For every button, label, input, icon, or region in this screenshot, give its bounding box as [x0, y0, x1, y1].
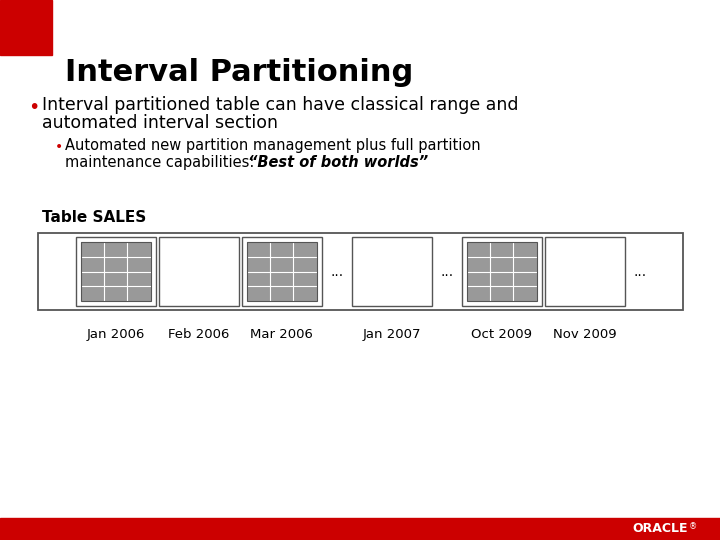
- Bar: [76, 237, 156, 306]
- Text: ®: ®: [689, 523, 697, 531]
- Text: Feb 2006: Feb 2006: [168, 328, 229, 341]
- Text: Oct 2009: Oct 2009: [471, 328, 532, 341]
- Text: Interval Partitioning: Interval Partitioning: [65, 58, 413, 87]
- Text: Jan 2006: Jan 2006: [86, 328, 145, 341]
- Text: automated interval section: automated interval section: [42, 114, 278, 132]
- Text: ...: ...: [441, 265, 454, 279]
- Text: “Best of both worlds”: “Best of both worlds”: [248, 155, 428, 170]
- Text: Mar 2006: Mar 2006: [250, 328, 313, 341]
- Bar: [158, 237, 238, 306]
- Text: ORACLE: ORACLE: [632, 523, 688, 536]
- Text: Jan 2007: Jan 2007: [362, 328, 420, 341]
- Bar: [38, 233, 683, 310]
- Bar: [241, 237, 322, 306]
- Text: ...: ...: [634, 265, 647, 279]
- Bar: [81, 242, 150, 301]
- Text: Interval partitioned table can have classical range and: Interval partitioned table can have clas…: [42, 96, 518, 114]
- Text: Nov 2009: Nov 2009: [553, 328, 616, 341]
- Text: maintenance capabilities:: maintenance capabilities:: [65, 155, 259, 170]
- Text: ...: ...: [331, 265, 344, 279]
- Text: •: •: [55, 140, 63, 154]
- Bar: [544, 237, 624, 306]
- Bar: [467, 242, 536, 301]
- Bar: [467, 242, 536, 301]
- Text: Table SALES: Table SALES: [42, 210, 146, 225]
- Bar: [246, 242, 317, 301]
- Text: Automated new partition management plus full partition: Automated new partition management plus …: [65, 138, 481, 153]
- Bar: [81, 242, 150, 301]
- Bar: [462, 237, 541, 306]
- Bar: [246, 242, 317, 301]
- Bar: [351, 237, 431, 306]
- Text: •: •: [28, 98, 40, 117]
- Bar: [0, 518, 720, 540]
- Bar: [0, 0, 52, 55]
